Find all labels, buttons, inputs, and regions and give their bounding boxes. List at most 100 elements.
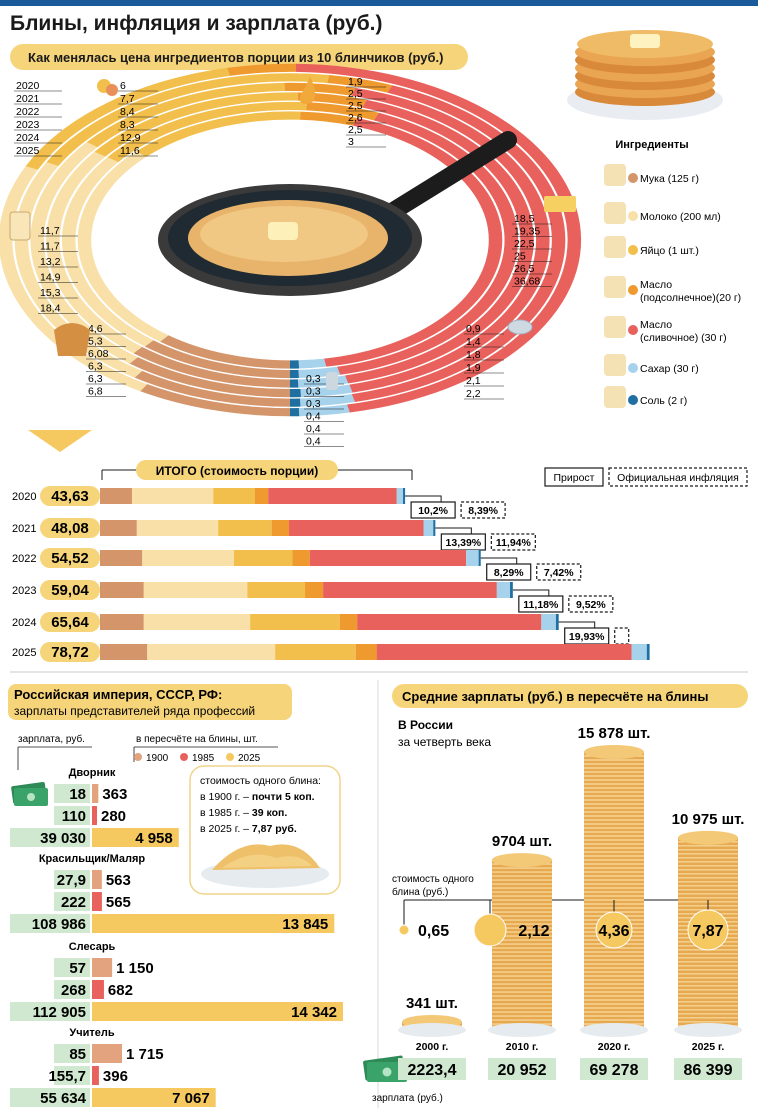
- pancakes-value: 565: [106, 894, 131, 911]
- total-year-label: 2023: [12, 585, 36, 597]
- ring-segment-2023-3: [284, 82, 356, 96]
- pancakes-value: 682: [108, 982, 133, 999]
- total-bar-segment-1: [143, 614, 251, 630]
- sugar-value-0: 0,9: [466, 323, 481, 335]
- ring-segment-2022-6: [290, 379, 299, 388]
- total-bar-segment-4: [376, 644, 632, 660]
- ring-segment-2024-6: [290, 398, 301, 407]
- total-bar-segment-4: [268, 488, 397, 504]
- legend-item-0: Мука (125 г): [604, 164, 699, 186]
- pancakes-bar: [92, 784, 99, 803]
- ring-segment-2022-1: [46, 151, 143, 354]
- pancake-stack-top: [492, 853, 552, 868]
- pancakes-bar: [92, 1002, 343, 1021]
- wages-section: Средние зарплаты (руб.) в пересчёте на б…: [363, 684, 748, 1104]
- profession-group: Дворник 18 363 110 280 39 030 4 958: [10, 767, 179, 847]
- growth-value: 10,2%: [418, 505, 448, 517]
- growth-value: 13,39%: [446, 537, 482, 549]
- salt-value-0: 0,3: [306, 373, 321, 385]
- salary-box: [54, 784, 90, 803]
- salary-box: [54, 892, 90, 911]
- total-bar-segment-2: [233, 550, 293, 566]
- wage-salary-value: 2223,4: [408, 1062, 457, 1079]
- sugar-value-1: 1,4: [466, 336, 481, 348]
- sugar-value-5: 2,2: [466, 388, 481, 400]
- pancakes-bar: [92, 892, 102, 911]
- butter-value-1: 19,35: [514, 226, 540, 238]
- wage-column-2: 15 878 шт. 2020 г. 69 278 4,36: [578, 725, 650, 1080]
- salary-box: [54, 1066, 90, 1085]
- total-bar-segment-6: [646, 644, 650, 660]
- egg-value-1: 7,7: [120, 93, 135, 105]
- salary-value: 108 986: [32, 916, 86, 933]
- pancakes-value: 7 067: [172, 1090, 210, 1107]
- ring-year-label-2023: 2023: [16, 119, 40, 131]
- oil-value-3: 2,6: [348, 112, 363, 124]
- folded-pancakes-illustration: [201, 844, 329, 888]
- ring-segment-2022-3: [297, 92, 367, 108]
- profession-group: Красильщик/Маляр 27,9 563 222 565 108 986 13 8…: [10, 853, 335, 933]
- milk-value-4: 15,3: [40, 287, 61, 299]
- legend-label: Масло: [640, 319, 672, 331]
- total-value-pill: [40, 548, 100, 568]
- legend-item-3: Масло(подсолнечное)(20 г): [604, 276, 741, 304]
- legend-label: (подсолнечное)(20 г): [640, 292, 741, 304]
- legend-item-4: Масло(сливочное) (30 г): [604, 316, 727, 344]
- salary-value: 155,7: [48, 1068, 86, 1085]
- ring-segment-2025-6: [290, 408, 300, 417]
- salary-value: 57: [69, 960, 86, 977]
- pancake-cost-label-line1: стоимость одного: [392, 874, 474, 885]
- wages-header-pill: [392, 684, 748, 708]
- total-bar-segment-1: [143, 582, 248, 598]
- total-bar-segment-0: [100, 488, 132, 504]
- inflation-legend-label: Официальная инфляция: [617, 472, 739, 484]
- pancakes-value: 1 715: [126, 1046, 164, 1063]
- legend-label: Масло: [640, 279, 672, 291]
- ring-segment-2020-6: [290, 360, 300, 369]
- salary-value: 18: [69, 786, 86, 803]
- legend-label: (сливочное) (30 г): [640, 332, 727, 344]
- total-row-2020: 2020 43,63 10,2% 8,39%: [12, 486, 506, 519]
- pancakes-bar: [92, 806, 97, 825]
- salary-box: [54, 1044, 90, 1063]
- growth-legend-label: Прирост: [554, 472, 595, 484]
- ring-segment-2022-2: [94, 92, 299, 157]
- total-bar-segment-3: [355, 644, 377, 660]
- total-bar-segment-4: [323, 582, 497, 598]
- total-bar-segment-5: [396, 488, 404, 504]
- egg-icon: [604, 236, 626, 258]
- ring-year-label-2020: 2020: [16, 80, 40, 92]
- ring-segment-2023-6: [290, 388, 301, 398]
- pancakes-bar: [92, 1044, 123, 1063]
- legend-swatch: [628, 173, 638, 183]
- salary-value: 222: [61, 894, 86, 911]
- salt-value-1: 0,3: [306, 386, 321, 398]
- salary-column-label: зарплата, руб.: [18, 733, 85, 745]
- ring-segment-2021-3: [306, 102, 379, 121]
- flour-sack-icon: [604, 164, 626, 186]
- salary-box: [10, 1088, 90, 1107]
- total-value-label: 48,08: [51, 520, 89, 537]
- note-line-2025: в 2025 г. – 7,87 руб.: [200, 823, 297, 835]
- milk-value-0: 11,7: [40, 225, 60, 237]
- growth-legend-box: [544, 467, 604, 487]
- sugar-spoon-icon: [507, 319, 533, 335]
- flour-value-1: 5,3: [88, 336, 103, 348]
- total-value-pill: [40, 612, 100, 632]
- legend-label: Яйцо (1 шт.): [640, 245, 699, 257]
- total-bar-segment-5: [496, 582, 511, 598]
- total-bar-segment-2: [213, 488, 255, 504]
- butter-icon: [604, 316, 626, 338]
- inflation-value: 8,39%: [468, 505, 498, 517]
- egg-value-0: 6: [120, 80, 126, 92]
- total-bar-segment-1: [142, 550, 234, 566]
- total-bar-segment-6: [433, 520, 436, 536]
- money-bills-icon: [11, 781, 48, 806]
- salary-box: [54, 870, 90, 889]
- growth-box: [518, 595, 564, 613]
- pancake-cost-label-line2: блина (руб.): [392, 886, 448, 898]
- oil-value-0: 1,9: [348, 76, 363, 88]
- profession-name: Слесарь: [69, 941, 116, 953]
- sugar-value-4: 2,1: [466, 375, 481, 387]
